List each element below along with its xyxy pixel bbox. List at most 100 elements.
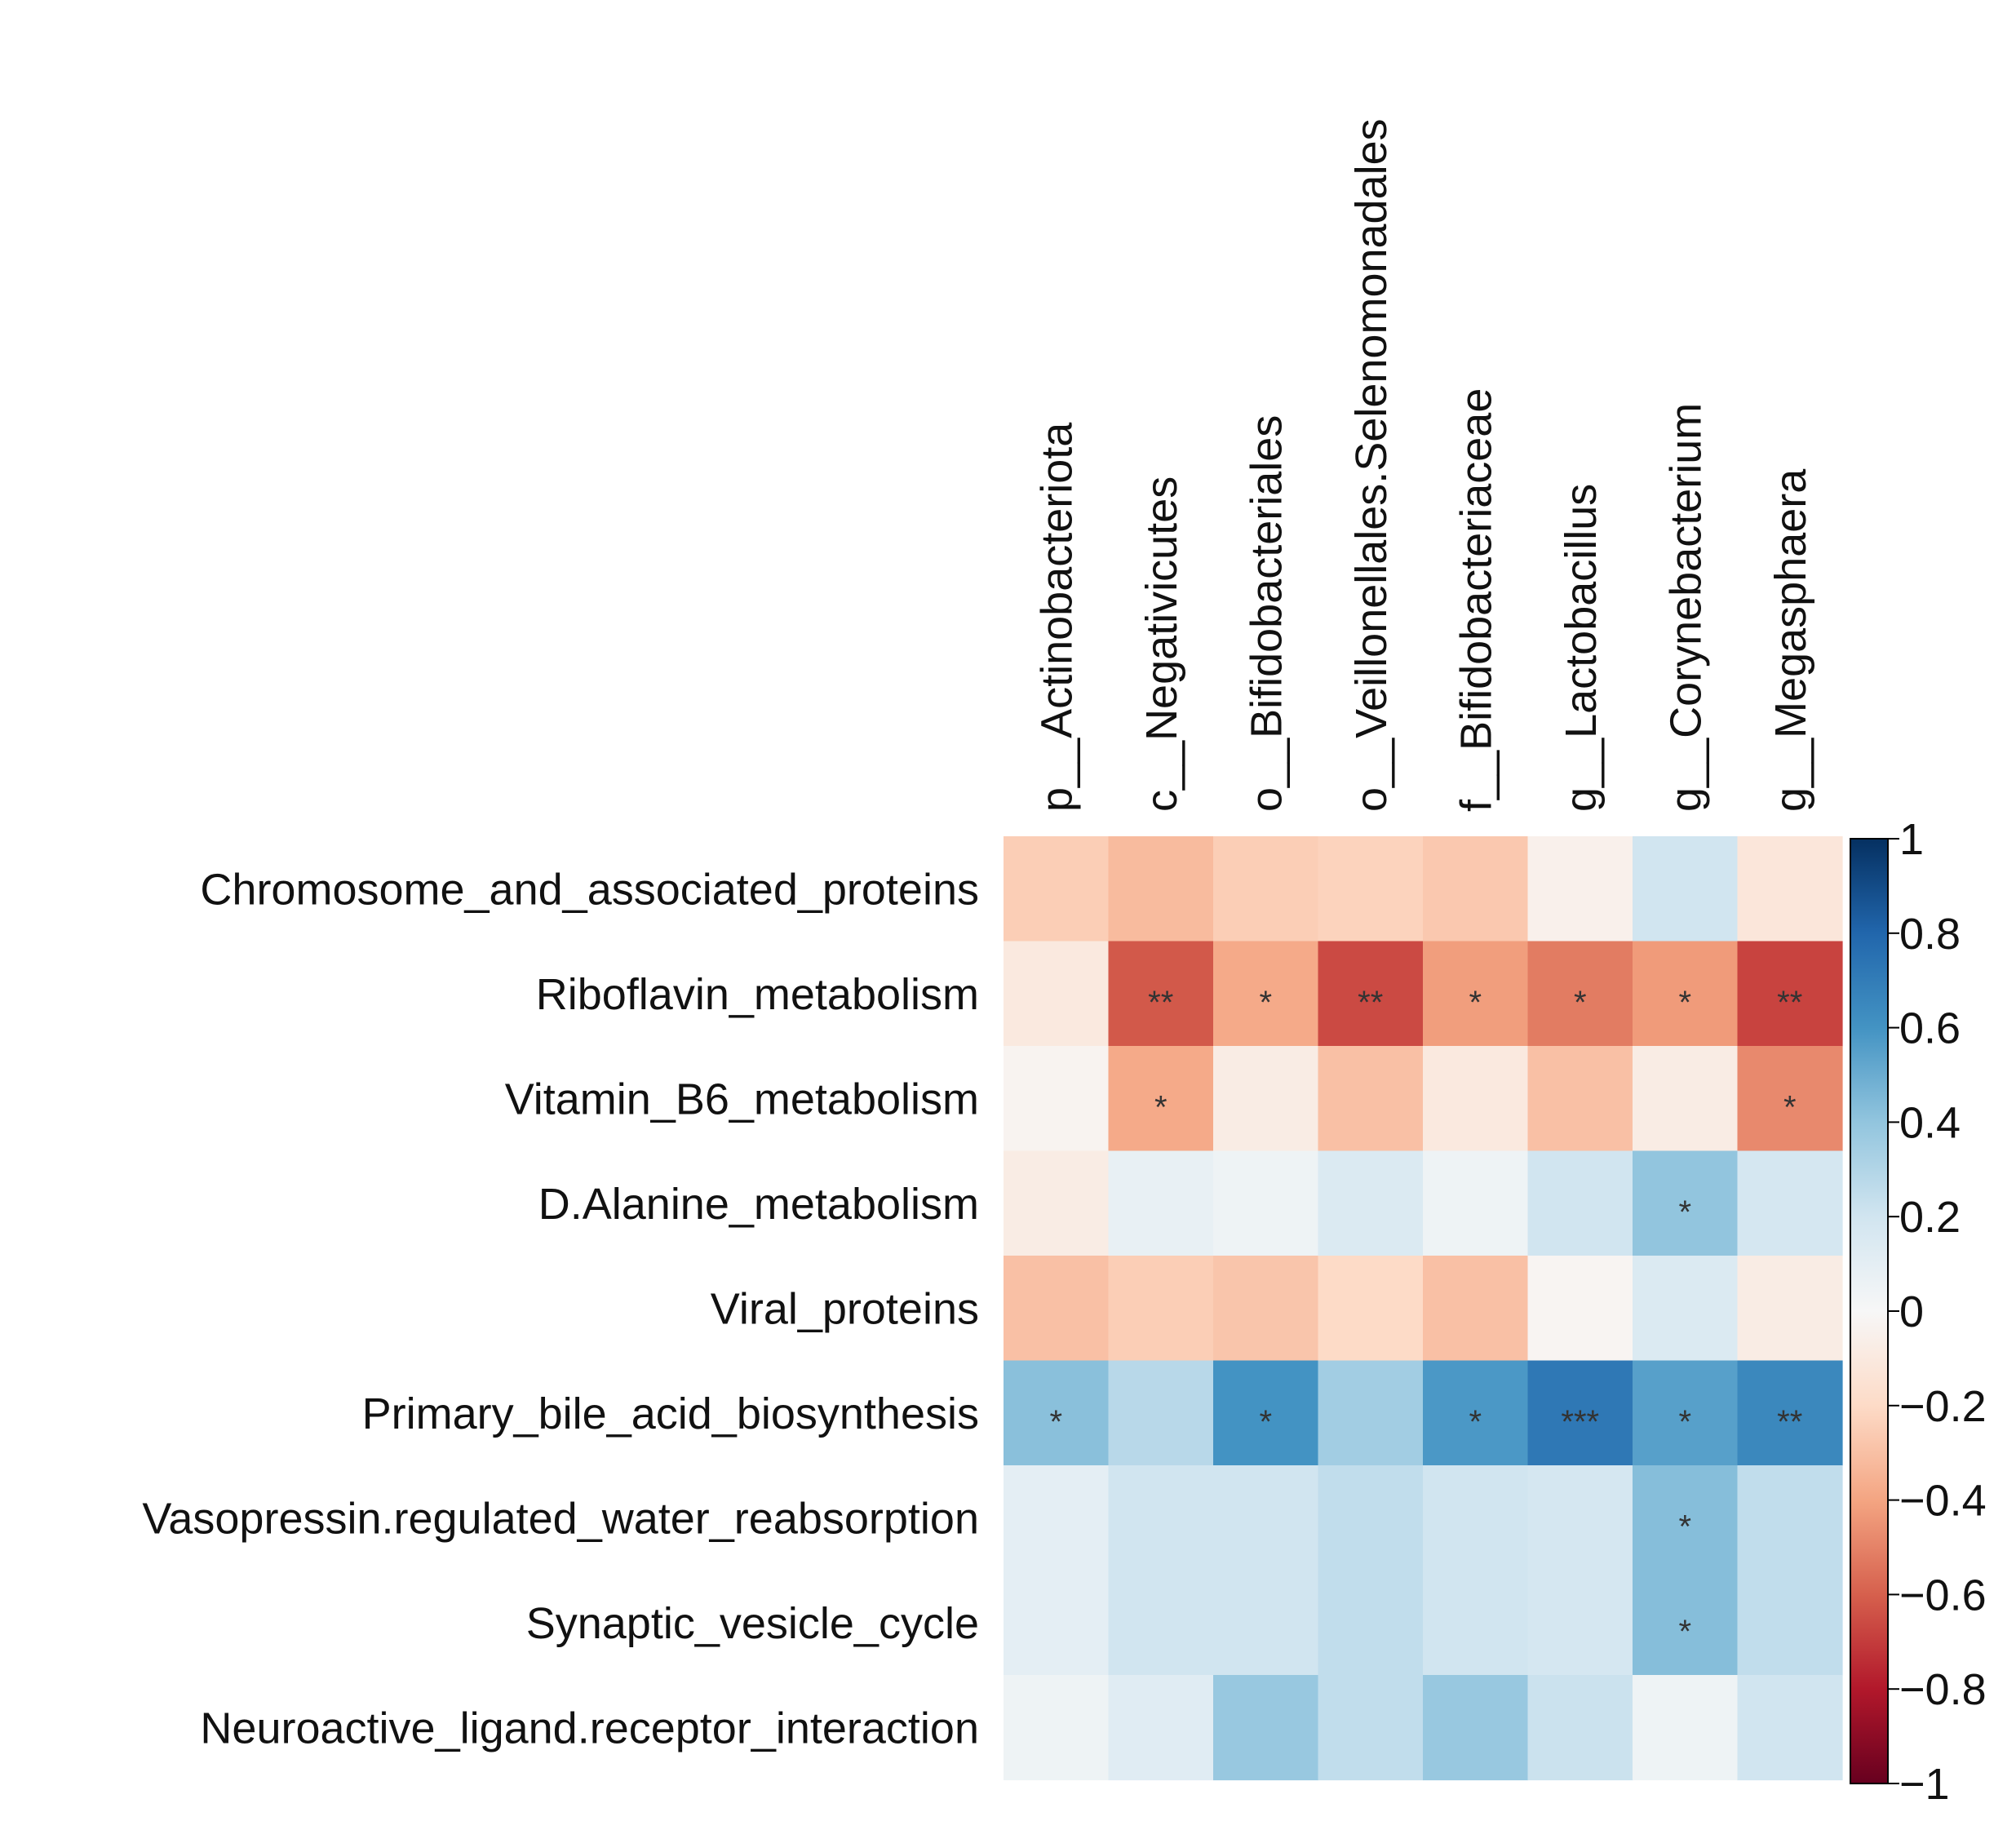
row-label: Chromosome_and_associated_proteins	[200, 865, 979, 914]
heatmap-cell	[1737, 836, 1843, 942]
heatmap-cell	[1423, 1570, 1529, 1676]
heatmap-cell	[1108, 1046, 1214, 1152]
significance-marker: *	[1469, 985, 1482, 1021]
heatmap-cell	[1527, 1570, 1633, 1676]
row-label: Synaptic_vesicle_cycle	[526, 1599, 979, 1648]
heatmap-cell	[1108, 1570, 1214, 1676]
heatmap-cell	[1108, 1256, 1214, 1362]
heatmap-cell	[1213, 1150, 1319, 1256]
heatmap-cell	[1213, 1675, 1319, 1781]
significance-marker: *	[1678, 1614, 1691, 1650]
heatmap-cell	[1633, 1570, 1739, 1676]
significance-marker: *	[1678, 1194, 1691, 1230]
heatmap-cell	[1737, 1570, 1843, 1676]
heatmap-cell	[1004, 941, 1110, 1047]
column-label: o__Bifidobacteriales	[1242, 415, 1291, 812]
significance-marker: *	[1154, 1089, 1168, 1125]
heatmap-cell	[1108, 1150, 1214, 1256]
heatmap-cell	[1633, 1256, 1739, 1362]
heatmap-cell	[1423, 836, 1529, 942]
heatmap-cell	[1213, 1465, 1319, 1571]
column-label: c__Negativicutes	[1137, 476, 1186, 812]
row-label: Viral_proteins	[711, 1284, 979, 1333]
row-label: Neuroactive_ligand.receptor_interaction	[200, 1704, 979, 1752]
heatmap-cell	[1737, 1150, 1843, 1256]
heatmap-cell	[1423, 1465, 1529, 1571]
heatmap-cell	[1318, 836, 1424, 942]
heatmap-cell	[1633, 941, 1739, 1047]
colorbar-ticks: 1 0.8 0.6 0.4 0.2 0 −0.2 −0.4 −0.6 −0.8 −1	[1888, 815, 1987, 1809]
heatmap-cell	[1423, 1256, 1529, 1362]
colorbar-tick-label: 0.6	[1899, 1004, 1961, 1053]
heatmap-cell	[1213, 1360, 1319, 1466]
column-label: g__Lactobacillus	[1557, 484, 1606, 812]
heatmap-cell	[1004, 1570, 1110, 1676]
colorbar-tick-label: −0.6	[1899, 1571, 1987, 1620]
colorbar-tick-label: 1	[1899, 815, 1924, 864]
colorbar-gradient	[1850, 839, 1888, 1783]
significance-marker: *	[1678, 1404, 1691, 1440]
significance-marker: *	[1574, 985, 1587, 1021]
heatmap-cell	[1423, 1675, 1529, 1781]
column-label: f__Bifidobacteriaceae	[1451, 388, 1500, 812]
heatmap-cell	[1527, 1675, 1633, 1781]
heatmap-cell	[1004, 1150, 1110, 1256]
heatmap-cell	[1633, 1046, 1739, 1152]
heatmap-cell	[1633, 1675, 1739, 1781]
heatmap-cell	[1423, 1150, 1529, 1256]
colorbar-tick-label: −0.2	[1899, 1382, 1987, 1431]
colorbar-tick-label: −1	[1899, 1760, 1950, 1809]
significance-markers: ** * ** * * * *** *** * * *** * ****	[1049, 985, 1802, 1650]
heatmap-cell	[1318, 1465, 1424, 1571]
heatmap-cell	[1318, 1360, 1424, 1466]
column-label: g__Corynebacterium	[1661, 403, 1710, 812]
colorbar-tick-label: 0.4	[1899, 1098, 1961, 1147]
heatmap-cell	[1527, 1046, 1633, 1152]
column-label: o__Veillonellales.Selenomonadales	[1347, 118, 1396, 812]
heatmap-cell	[1633, 1465, 1739, 1571]
colorbar-tick-label: 0.2	[1899, 1193, 1961, 1242]
heatmap-cell	[1318, 1256, 1424, 1362]
colorbar: 1 0.8 0.6 0.4 0.2 0 −0.2 −0.4 −0.6 −0.8 −1	[1850, 815, 1987, 1809]
colorbar-tick-label: −0.8	[1899, 1665, 1987, 1714]
significance-marker: *	[1049, 1404, 1062, 1440]
significance-marker: *	[1678, 985, 1691, 1021]
heatmap-cell	[1213, 836, 1319, 942]
colorbar-tick-label: 0	[1899, 1287, 1924, 1336]
heatmap-cell	[1527, 941, 1633, 1047]
row-label: D.Alanine_metabolism	[538, 1180, 979, 1229]
heatmap-cell	[1633, 1360, 1739, 1466]
row-label: Vasopressin.regulated_water_reabsorption	[142, 1494, 979, 1543]
heatmap-cell	[1108, 1465, 1214, 1571]
heatmap-cell	[1108, 836, 1214, 942]
heatmap-cell	[1527, 1360, 1633, 1466]
heatmap-cell	[1737, 1256, 1843, 1362]
heatmap-cell	[1527, 1150, 1633, 1256]
row-label: Riboflavin_metabolism	[536, 970, 979, 1019]
significance-marker: *	[1678, 1509, 1691, 1544]
heatmap-cell	[1527, 836, 1633, 942]
heatmap-cell	[1318, 1675, 1424, 1781]
row-label: Vitamin_B6_metabolism	[505, 1075, 979, 1123]
heatmap-cell	[1737, 1465, 1843, 1571]
heatmap-cell	[1633, 836, 1739, 942]
heatmap-cell	[1108, 1675, 1214, 1781]
heatmap-cell	[1004, 1465, 1110, 1571]
row-label: Primary_bile_acid_biosynthesis	[362, 1389, 979, 1438]
significance-marker: *	[1469, 1404, 1482, 1440]
significance-marker: *	[1259, 1404, 1272, 1440]
heatmap-cell	[1213, 941, 1319, 1047]
heatmap-cell	[1423, 1360, 1529, 1466]
heatmap-cell	[1004, 1256, 1110, 1362]
significance-marker: **	[1777, 1404, 1802, 1440]
heatmap-cell	[1004, 1360, 1110, 1466]
heatmap-cell	[1213, 1570, 1319, 1676]
heatmap-cell	[1737, 941, 1843, 1047]
colorbar-tick-label: −0.4	[1899, 1477, 1987, 1526]
heatmap-cell	[1108, 941, 1214, 1047]
heatmap-cell	[1318, 941, 1424, 1047]
column-labels: p__Actinobacteriota c__Negativicutes o__Bi…	[1032, 118, 1815, 812]
heatmap-cell	[1004, 1675, 1110, 1781]
significance-marker: ***	[1561, 1404, 1599, 1440]
